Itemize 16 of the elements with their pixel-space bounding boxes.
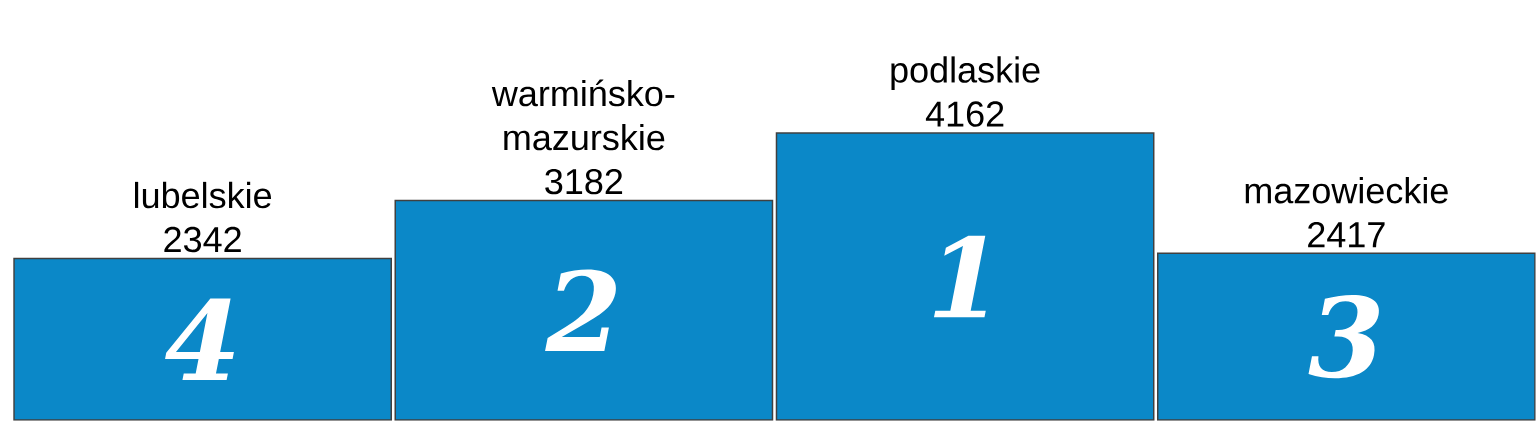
bar: [775, 132, 1155, 421]
annotation: 3: [1308, 295, 1379, 379]
data-label: 3182: [545, 169, 623, 195]
bar: [394, 199, 774, 421]
annotation: 4: [165, 298, 234, 381]
x-tick-label: podlaskie: [891, 56, 1040, 91]
data-label: 2417: [1308, 222, 1385, 248]
x-tick-label: lubelskie: [135, 181, 272, 209]
bar: [13, 257, 392, 421]
x-tick-label: warmińsko-mazurskie: [491, 79, 675, 151]
data-label: 2342: [164, 226, 241, 253]
data-label: 4162: [925, 101, 1004, 127]
annotation: 2: [545, 269, 616, 352]
x-tick-label: mazowieckie: [1245, 177, 1448, 204]
annotation: 1: [933, 235, 986, 318]
bar: [1156, 252, 1536, 421]
